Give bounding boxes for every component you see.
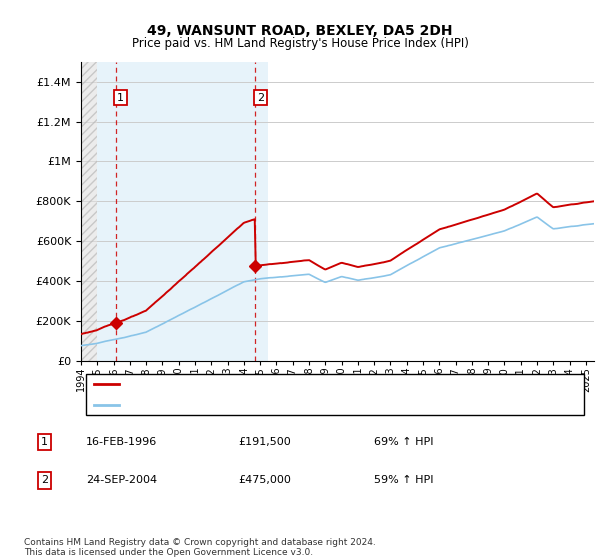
Text: 16-FEB-1996: 16-FEB-1996	[86, 437, 157, 447]
Text: 1: 1	[41, 437, 48, 447]
Text: 2: 2	[257, 92, 264, 102]
Text: HPI: Average price, detached house, Bexley: HPI: Average price, detached house, Bexl…	[126, 400, 365, 410]
Text: 59% ↑ HPI: 59% ↑ HPI	[374, 475, 433, 486]
Text: 49, WANSUNT ROAD, BEXLEY, DA5 2DH (detached house): 49, WANSUNT ROAD, BEXLEY, DA5 2DH (detac…	[126, 379, 442, 389]
Text: £191,500: £191,500	[238, 437, 291, 447]
FancyBboxPatch shape	[86, 374, 584, 415]
Bar	[116, 62, 268, 361]
Text: 24-SEP-2004: 24-SEP-2004	[86, 475, 157, 486]
Text: 2: 2	[41, 475, 48, 486]
Text: £475,000: £475,000	[238, 475, 291, 486]
Text: 1: 1	[117, 92, 124, 102]
Bar	[81, 62, 97, 361]
Text: Contains HM Land Registry data © Crown copyright and database right 2024.
This d: Contains HM Land Registry data © Crown c…	[24, 538, 376, 557]
Text: 49, WANSUNT ROAD, BEXLEY, DA5 2DH: 49, WANSUNT ROAD, BEXLEY, DA5 2DH	[147, 24, 453, 38]
Bar	[97, 62, 116, 361]
Text: Price paid vs. HM Land Registry's House Price Index (HPI): Price paid vs. HM Land Registry's House …	[131, 37, 469, 50]
Text: 69% ↑ HPI: 69% ↑ HPI	[374, 437, 433, 447]
